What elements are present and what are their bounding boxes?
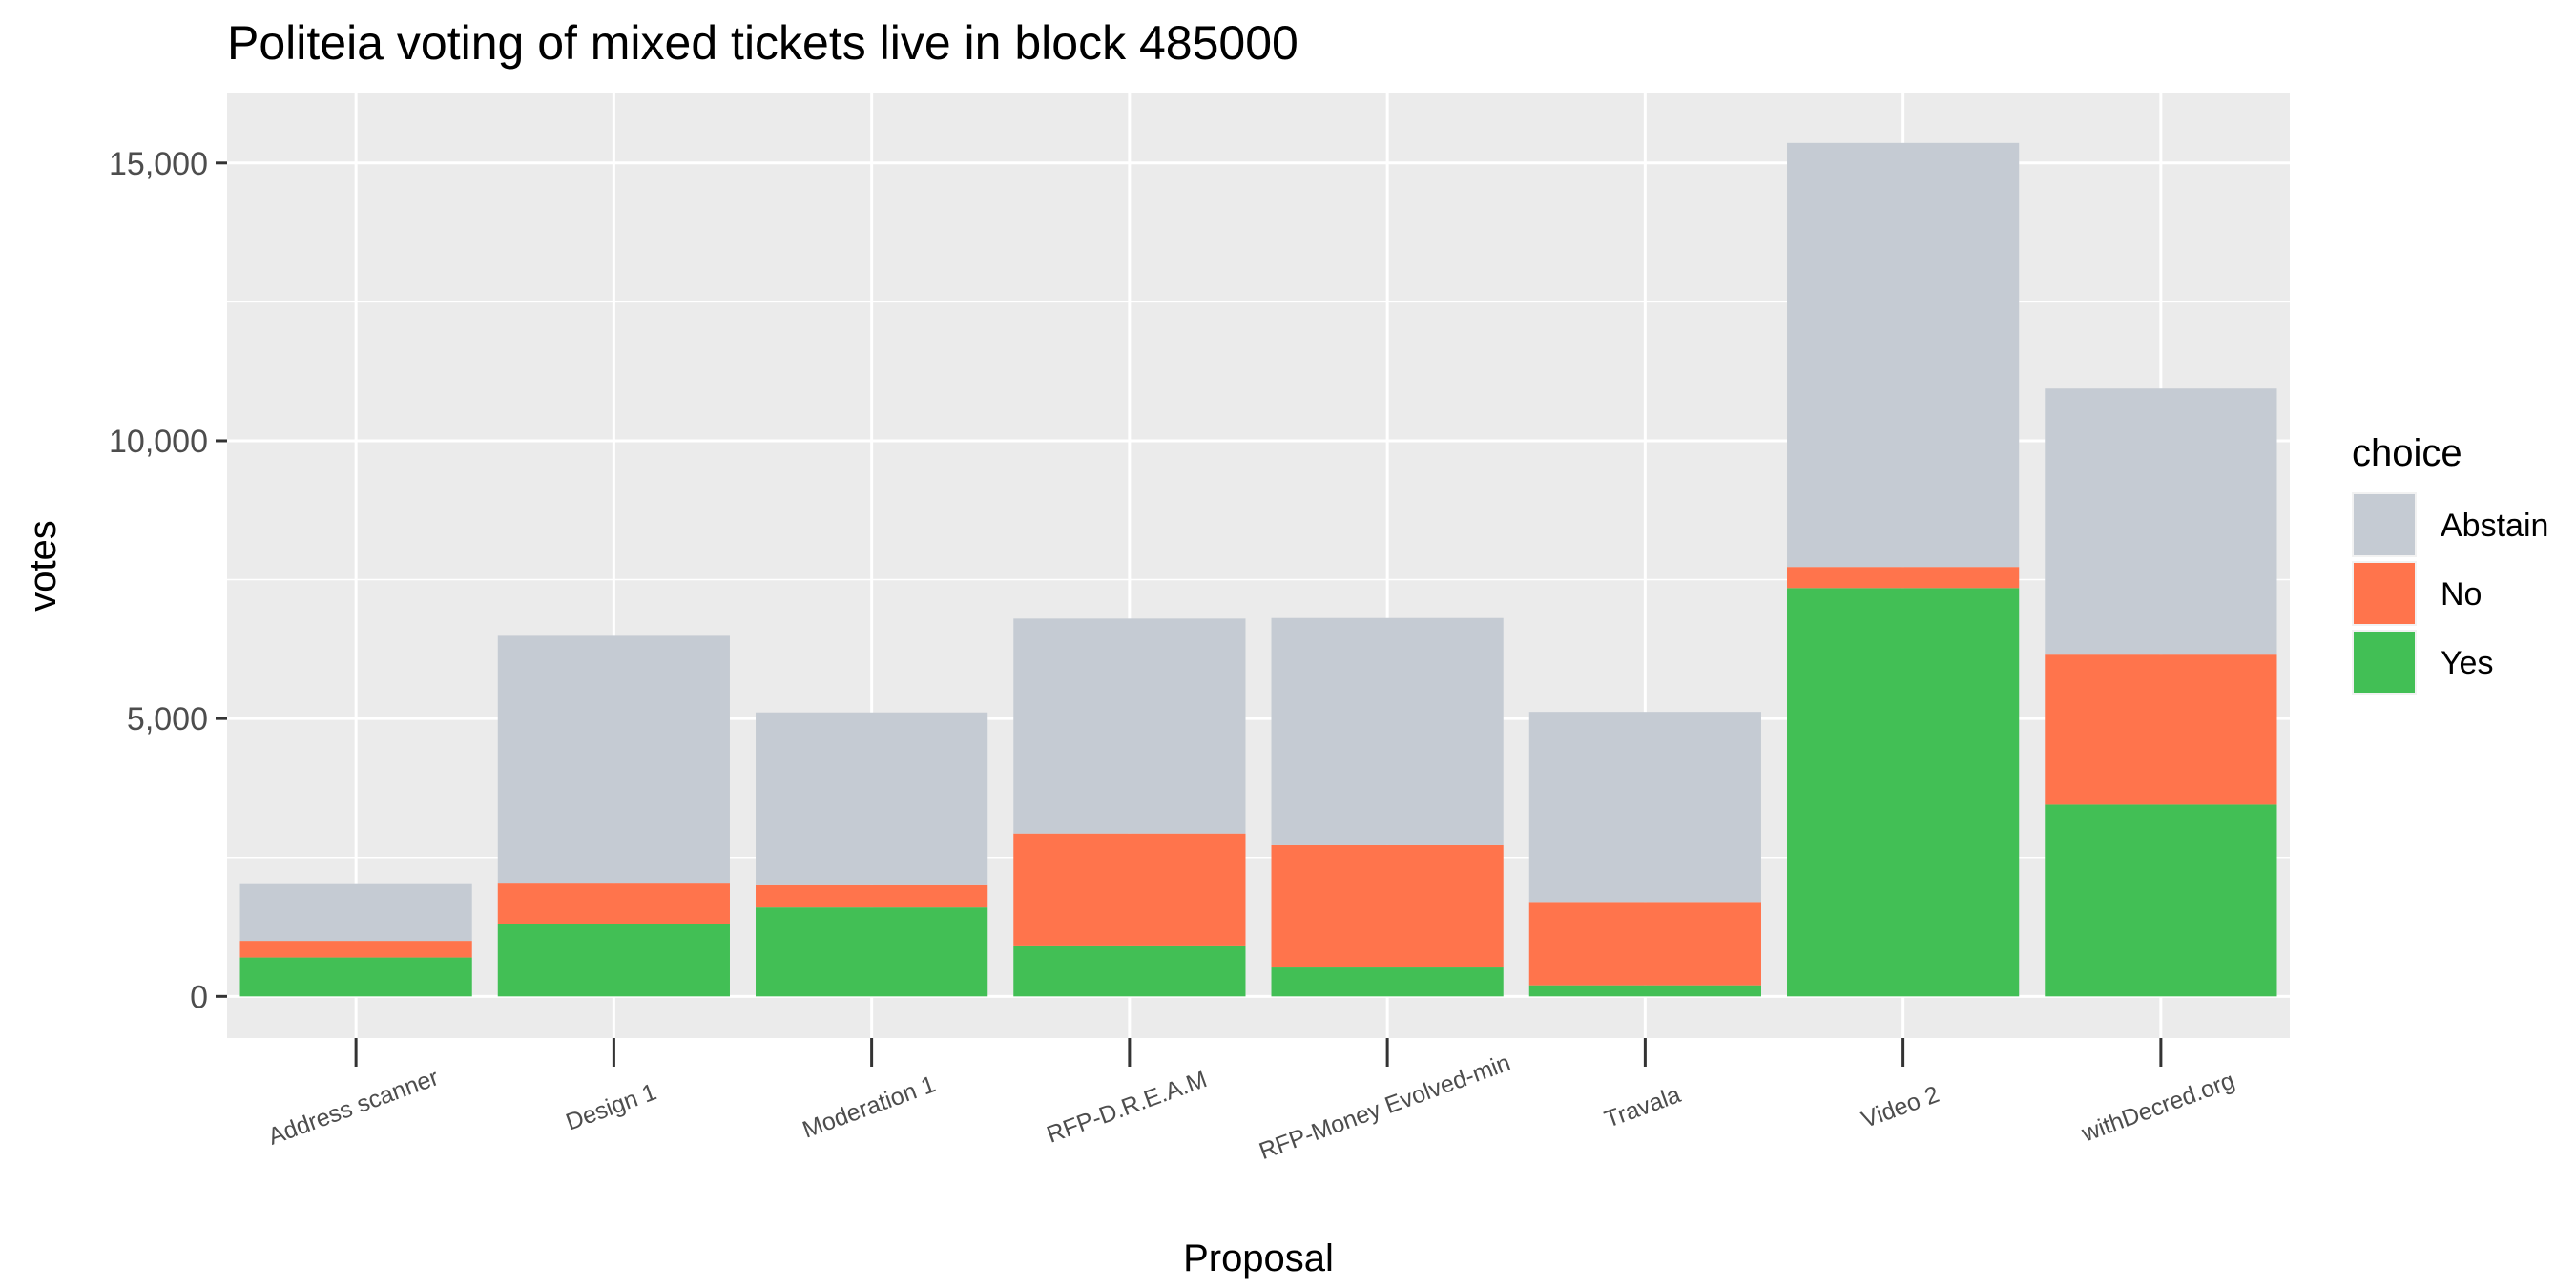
bar-travala-no — [1528, 902, 1761, 986]
x-axis-title: Proposal — [1183, 1237, 1334, 1279]
bar-address-scanner-yes — [239, 957, 472, 997]
x-tick-label: RFP-Money Evolved-min — [1256, 1049, 1514, 1165]
bar-rfp-d-r-e-a-m-yes — [1013, 945, 1246, 997]
bar-withdecred-org-yes — [2045, 804, 2277, 997]
x-tick-label: Design 1 — [562, 1078, 659, 1135]
legend-swatch-yes — [2354, 632, 2415, 693]
bar-travala-yes — [1528, 985, 1761, 997]
bar-moderation-1-abstain — [756, 712, 988, 885]
bar-design-1-yes — [497, 924, 730, 997]
y-tick-label: 0 — [190, 979, 208, 1015]
x-tick-label: Travala — [1601, 1081, 1684, 1133]
bar-rfp-money-evolved-min-no — [1271, 844, 1504, 968]
bar-design-1-no — [497, 883, 730, 924]
bar-video-2-no — [1787, 567, 2020, 589]
bar-rfp-money-evolved-min-abstain — [1271, 617, 1504, 845]
x-axis: Address scanner Design 1 Moderation 1 RFP-D… — [264, 1038, 2238, 1165]
legend-label-yes: Yes — [2441, 645, 2493, 681]
bar-withdecred-org-abstain — [2045, 388, 2277, 655]
y-axis: 0 5,000 10,000 15,000 — [109, 146, 227, 1015]
legend-swatch-no — [2354, 563, 2415, 624]
y-tick-label: 10,000 — [109, 424, 208, 460]
x-tick-label: withDecred.org — [2077, 1068, 2238, 1148]
y-axis-title: votes — [22, 520, 64, 612]
bar-moderation-1-no — [756, 884, 988, 908]
bar-withdecred-org-no — [2045, 654, 2277, 805]
bar-travala-abstain — [1528, 712, 1761, 903]
legend-swatch-abstain — [2354, 494, 2415, 555]
legend-title: choice — [2352, 432, 2462, 474]
legend-label-abstain: Abstain — [2441, 508, 2548, 544]
bar-rfp-money-evolved-min-yes — [1271, 967, 1504, 997]
bar-address-scanner-no — [239, 941, 472, 958]
bar-rfp-d-r-e-a-m-no — [1013, 833, 1246, 946]
bar-video-2-yes — [1787, 588, 2020, 997]
bar-rfp-d-r-e-a-m-abstain — [1013, 618, 1246, 834]
y-tick-label: 5,000 — [127, 701, 208, 737]
legend: choice Abstain No Yes — [2352, 432, 2548, 695]
x-tick-label: Address scanner — [264, 1064, 442, 1150]
y-tick-label: 15,000 — [109, 146, 208, 182]
x-tick-label: RFP-D.R.E.A.M — [1043, 1066, 1210, 1149]
bar-moderation-1-yes — [756, 907, 988, 997]
bar-address-scanner-abstain — [239, 883, 472, 942]
bar-design-1-abstain — [497, 635, 730, 884]
chart-title: Politeia voting of mixed tickets live in… — [227, 16, 1298, 70]
legend-label-no: No — [2441, 576, 2482, 613]
bar-video-2-abstain — [1787, 142, 2020, 568]
x-tick-label: Moderation 1 — [800, 1070, 940, 1143]
bars — [239, 142, 2277, 997]
x-tick-label: Video 2 — [1858, 1081, 1942, 1133]
